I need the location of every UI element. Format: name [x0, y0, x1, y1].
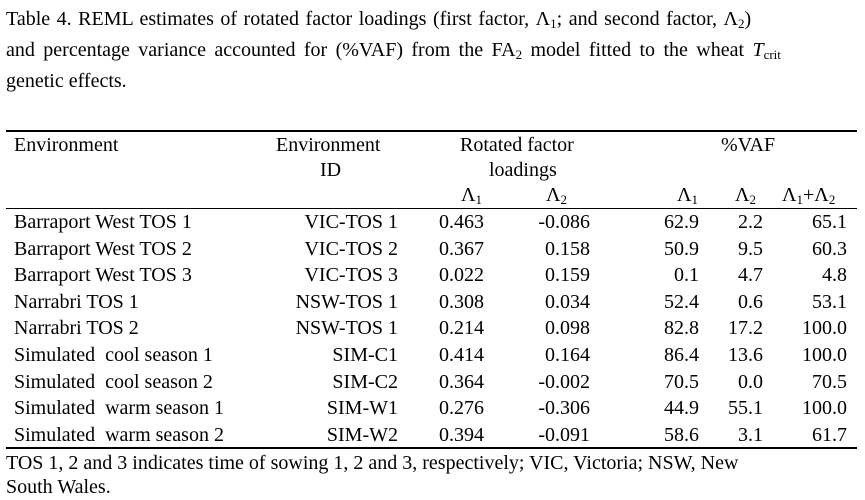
table-footnote: TOS 1, 2 and 3 indicates time of sowing … — [6, 451, 858, 499]
cell-loading-lambda1: 0.308 — [439, 290, 484, 313]
header-lambda2-vaf: Λ2 — [735, 184, 757, 207]
cell-environment-id: NSW-TOS 1 — [295, 317, 398, 340]
header-rotated-2: loadings — [489, 159, 557, 181]
cell-vaf-lambda1: 70.5 — [664, 370, 699, 393]
cell-vaf-sum: 100.0 — [802, 317, 847, 340]
cell-loading-lambda2: -0.002 — [538, 370, 590, 393]
cell-loading-lambda1: 0.214 — [439, 317, 484, 340]
cell-vaf-sum: 61.7 — [812, 423, 847, 446]
cell-loading-lambda2: 0.098 — [545, 317, 590, 340]
cell-loading-lambda2: 0.034 — [545, 290, 590, 313]
cell-vaf-sum: 60.3 — [812, 237, 847, 260]
cell-vaf-sum: 100.0 — [802, 344, 847, 366]
cell-environment: Narrabri TOS 1 — [14, 290, 139, 313]
header-lambda2-loadings: Λ2 — [546, 184, 568, 207]
cell-environment: Simulated warm season 2 — [14, 423, 224, 446]
cell-vaf-lambda2: 2.2 — [738, 211, 763, 233]
cell-environment: Simulated warm season 1 — [14, 397, 224, 420]
footnote-line-2: South Wales. — [6, 476, 111, 498]
header-lambda-sum-vaf: Λ1+Λ2 — [782, 184, 836, 207]
cell-environment-id: SIM-C1 — [332, 344, 398, 366]
cell-environment-id: VIC-TOS 3 — [304, 264, 398, 287]
cell-environment: Barraport West TOS 3 — [14, 264, 192, 287]
cell-loading-lambda2: 0.158 — [545, 237, 590, 260]
caption-line-3: genetic effects. — [6, 70, 127, 92]
table-top-rule — [6, 130, 857, 132]
cell-vaf-sum: 65.1 — [812, 211, 847, 233]
cell-vaf-lambda1: 52.4 — [664, 290, 699, 313]
cell-vaf-lambda2: 3.1 — [738, 423, 763, 446]
cell-loading-lambda1: 0.276 — [439, 397, 484, 420]
cell-loading-lambda1: 0.414 — [439, 344, 484, 366]
table-header-rule — [6, 208, 857, 209]
cell-vaf-sum: 100.0 — [802, 397, 847, 420]
header-lambda1-loadings: Λ1 — [461, 184, 483, 207]
cell-vaf-lambda2: 0.0 — [738, 370, 763, 393]
header-rotated-1: Rotated factor — [460, 134, 574, 156]
cell-environment: Barraport West TOS 2 — [14, 237, 192, 260]
table-bottom-rule — [6, 447, 857, 449]
cell-loading-lambda1: 0.022 — [439, 264, 484, 287]
cell-environment-id: NSW-TOS 1 — [295, 290, 398, 313]
cell-vaf-lambda1: 50.9 — [664, 237, 699, 260]
cell-vaf-lambda1: 86.4 — [664, 344, 699, 366]
header-vaf: %VAF — [721, 134, 776, 156]
cell-environment: Barraport West TOS 1 — [14, 211, 192, 233]
cell-loading-lambda2: 0.159 — [545, 264, 590, 287]
cell-vaf-sum: 53.1 — [812, 290, 847, 313]
cell-vaf-lambda1: 0.1 — [674, 264, 699, 287]
cell-loading-lambda1: 0.367 — [439, 237, 484, 260]
cell-vaf-lambda2: 55.1 — [728, 397, 763, 420]
caption-line-1: Table 4. REML estimates of rotated facto… — [6, 8, 752, 31]
cell-environment-id: SIM-C2 — [332, 370, 398, 393]
cell-vaf-lambda1: 62.9 — [664, 211, 699, 233]
cell-environment-id: SIM-W2 — [326, 423, 398, 446]
cell-vaf-lambda1: 82.8 — [664, 317, 699, 340]
cell-vaf-lambda1: 58.6 — [664, 423, 699, 446]
cell-loading-lambda2: -0.091 — [538, 423, 590, 446]
caption-line-2: and percentage variance accounted for (%… — [6, 39, 781, 62]
cell-vaf-sum: 70.5 — [812, 370, 847, 393]
cell-vaf-lambda1: 44.9 — [664, 397, 699, 420]
cell-loading-lambda2: -0.086 — [538, 211, 590, 233]
table-caption: Table 4. REML estimates of rotated facto… — [6, 4, 858, 97]
cell-environment-id: VIC-TOS 2 — [304, 237, 398, 260]
cell-environment-id: SIM-W1 — [326, 397, 398, 420]
cell-loading-lambda2: 0.164 — [545, 344, 590, 366]
footnote-line-1: TOS 1, 2 and 3 indicates time of sowing … — [6, 452, 739, 474]
cell-vaf-lambda2: 13.6 — [728, 344, 763, 366]
header-environment-id-2: ID — [320, 159, 342, 181]
cell-environment-id: VIC-TOS 1 — [304, 211, 398, 233]
cell-vaf-sum: 4.8 — [822, 264, 847, 287]
cell-loading-lambda1: 0.394 — [439, 423, 484, 446]
cell-vaf-lambda2: 17.2 — [728, 317, 763, 340]
cell-vaf-lambda2: 4.7 — [738, 264, 763, 287]
cell-environment: Simulated cool season 1 — [14, 344, 213, 366]
cell-loading-lambda2: -0.306 — [538, 397, 590, 420]
cell-loading-lambda1: 0.364 — [439, 370, 484, 393]
cell-environment: Narrabri TOS 2 — [14, 317, 139, 340]
cell-vaf-lambda2: 9.5 — [738, 237, 763, 260]
header-lambda1-vaf: Λ1 — [677, 184, 699, 207]
cell-vaf-lambda2: 0.6 — [738, 290, 763, 313]
cell-environment: Simulated cool season 2 — [14, 370, 213, 393]
cell-loading-lambda1: 0.463 — [439, 211, 484, 233]
header-environment: Environment — [14, 134, 119, 156]
header-environment-id-1: Environment — [276, 134, 381, 156]
